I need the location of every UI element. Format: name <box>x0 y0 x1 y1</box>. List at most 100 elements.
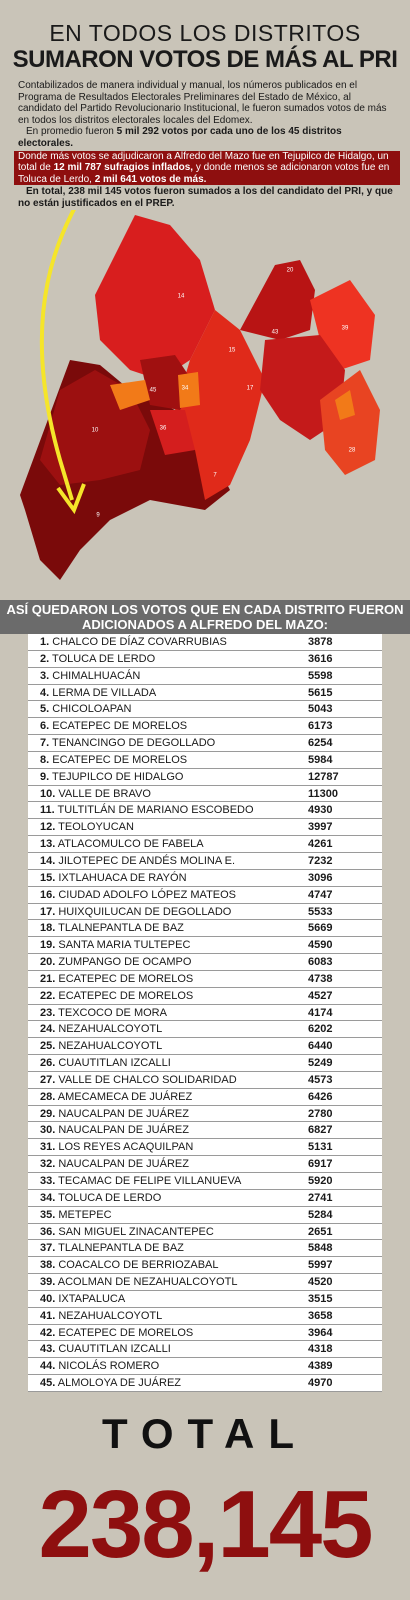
table-row: 28. AMECAMECA DE JUÁREZ 6426 <box>28 1088 382 1106</box>
district-rank: 25. <box>40 1040 56 1053</box>
map-region <box>320 370 380 475</box>
district-rank: 31. <box>40 1141 56 1154</box>
table-row: 13. ATLACOMULCO DE FABELA 4261 <box>28 836 382 853</box>
district-name: AMECAMECA DE JUÁREZ <box>57 1090 193 1103</box>
vote-count: 4573 <box>308 1073 333 1086</box>
vote-count: 3878 <box>308 636 333 648</box>
district-name: NEZAHUALCOYOTL <box>58 1023 163 1036</box>
district-rank: 45. <box>40 1377 56 1390</box>
map-region <box>110 380 150 410</box>
vote-count: 5284 <box>308 1208 333 1221</box>
district-name: NAUCALPAN DE JUÁREZ <box>58 1158 189 1171</box>
text-run: En promedio fueron <box>26 126 117 138</box>
vote-count: 2780 <box>308 1107 333 1120</box>
district-rank: 19. <box>40 939 56 952</box>
table-row: 24. NEZAHUALCOYOTL 6202 <box>28 1021 382 1039</box>
district-rank: 34. <box>40 1191 56 1204</box>
table-row: 4. LERMA DE VILLADA 5615 <box>28 684 382 702</box>
intro-text: Contabilizados de manera individual y ma… <box>14 80 400 210</box>
vote-count: 6254 <box>308 737 333 750</box>
vote-count: 7232 <box>308 854 333 867</box>
vote-count: 2741 <box>308 1191 333 1204</box>
district-rank: 2. <box>40 652 50 665</box>
district-label: 20 <box>287 268 294 274</box>
table-row: 1. CHALCO DE DÍAZ COVARRUBIAS 3878 <box>28 634 382 651</box>
table-row: 18. TLALNEPANTLA DE BAZ 5669 <box>28 920 382 938</box>
district-label: 39 <box>342 326 349 332</box>
paragraph: En promedio fueron 5 mil 292 votos por c… <box>18 126 396 149</box>
district-name: ECATEPEC DE MORELOS <box>58 972 194 985</box>
district-name: TEOLOYUCAN <box>58 821 134 834</box>
text-run: 12 mil 787 sufragios inflados, <box>53 162 194 174</box>
district-name: NAUCALPAN DE JUÁREZ <box>58 1107 189 1120</box>
district-rank: 16. <box>40 888 56 901</box>
district-name: NEZAHUALCOYOTL <box>58 1309 163 1322</box>
map-region <box>178 372 200 408</box>
district-rank: 30. <box>40 1124 56 1137</box>
district-rank: 20. <box>40 956 56 969</box>
district-name: TEXCOCO DE MORA <box>58 1006 167 1019</box>
district-name: CIUDAD ADOLFO LÓPEZ MATEOS <box>58 888 237 901</box>
district-rank: 33. <box>40 1175 56 1187</box>
vote-count: 6173 <box>308 720 333 733</box>
title-line: EN TODOS LOS DISTRITOS <box>49 20 361 46</box>
table-row: 14. JILOTEPEC DE ANDÉS MOLINA E. 7232 <box>28 852 382 870</box>
vote-count: 5920 <box>308 1175 333 1187</box>
district-name: ZUMPANGO DE OCAMPO <box>58 956 192 969</box>
vote-count: 4590 <box>308 939 333 952</box>
vote-count: 6440 <box>308 1040 333 1053</box>
district-name: TOLUCA DE LERDO <box>52 652 156 665</box>
district-rank: 14. <box>40 854 56 867</box>
table-row: 16. CIUDAD ADOLFO LÓPEZ MATEOS 4747 <box>28 886 382 904</box>
district-rank: 23. <box>40 1006 56 1019</box>
district-name: ATLACOMULCO DE FABELA <box>57 838 204 851</box>
district-rank: 9. <box>40 770 50 783</box>
district-label: 28 <box>349 448 356 454</box>
district-name: CHALCO DE DÍAZ COVARRUBIAS <box>52 636 227 648</box>
text-run: 5 mil 292 votos por cada uno de los 45 d… <box>18 126 342 149</box>
table-row: 29. NAUCALPAN DE JUÁREZ 2780 <box>28 1105 382 1123</box>
district-rank: 1. <box>40 636 50 648</box>
district-label: 10 <box>92 428 99 434</box>
district-rank: 28. <box>40 1090 56 1103</box>
table-row: 10. VALLE DE BRAVO 11300 <box>28 785 382 803</box>
table-row: 32. NAUCALPAN DE JUÁREZ 6917 <box>28 1156 382 1173</box>
district-rank: 43. <box>40 1343 56 1356</box>
table-row: 34. TOLUCA DE LERDO 2741 <box>28 1189 382 1207</box>
district-rank: 44. <box>40 1360 56 1373</box>
text-run: Donde más votos se adjudicaron a Alfredo… <box>18 150 389 174</box>
district-name: ALMOLOYA DE JUÁREZ <box>57 1377 182 1390</box>
district-rank: 18. <box>40 922 56 935</box>
vote-count: 6917 <box>308 1158 333 1171</box>
table-row: 11. TULTITLÁN DE MARIANO ESCOBEDO 4930 <box>28 802 382 820</box>
vote-count: 3616 <box>308 652 333 665</box>
district-rank: 41. <box>40 1309 56 1322</box>
map-labels: 14 20 39 10 9 7 28 45 34 36 17 15 43 <box>92 268 356 519</box>
table-row: 6. ECATEPEC DE MORELOS 6173 <box>28 718 382 736</box>
table-row: 7. TENANCINGO DE DEGOLLADO 6254 <box>28 735 382 752</box>
vote-count: 4261 <box>308 838 333 851</box>
table-row: 43. CUAUTITLAN IZCALLI 4318 <box>28 1341 382 1359</box>
table-row: 36. SAN MIGUEL ZINACANTEPEC 2651 <box>28 1223 382 1241</box>
vote-count: 5598 <box>308 669 333 682</box>
vote-count: 2651 <box>308 1225 333 1238</box>
map-region <box>150 410 195 455</box>
district-name: VALLE DE BRAVO <box>58 787 151 800</box>
vote-count: 3964 <box>308 1326 333 1339</box>
table-row: 15. IXTLAHUACA DE RAYÓN 3096 <box>28 869 382 887</box>
table-row: 38. COACALCO DE BERRIOZABAL 5997 <box>28 1257 382 1275</box>
vote-count: 5043 <box>308 703 333 716</box>
district-rank: 24. <box>40 1023 56 1036</box>
vote-count: 4738 <box>308 972 333 985</box>
district-name: CUAUTITLAN IZCALLI <box>58 1343 171 1356</box>
district-name: METEPEC <box>58 1208 112 1221</box>
district-rank: 3. <box>40 669 50 682</box>
district-label: 15 <box>229 348 236 354</box>
total-value: 238,145 <box>38 1471 373 1578</box>
vote-count: 3515 <box>308 1292 333 1305</box>
district-name: TLALNEPANTLA DE BAZ <box>58 1242 184 1255</box>
district-name: SANTA MARIA TULTEPEC <box>58 939 191 952</box>
district-name: NICOLÁS ROMERO <box>58 1360 160 1373</box>
district-rank: 12. <box>40 821 56 834</box>
district-name: IXTLAHUACA DE RAYÓN <box>58 871 187 884</box>
